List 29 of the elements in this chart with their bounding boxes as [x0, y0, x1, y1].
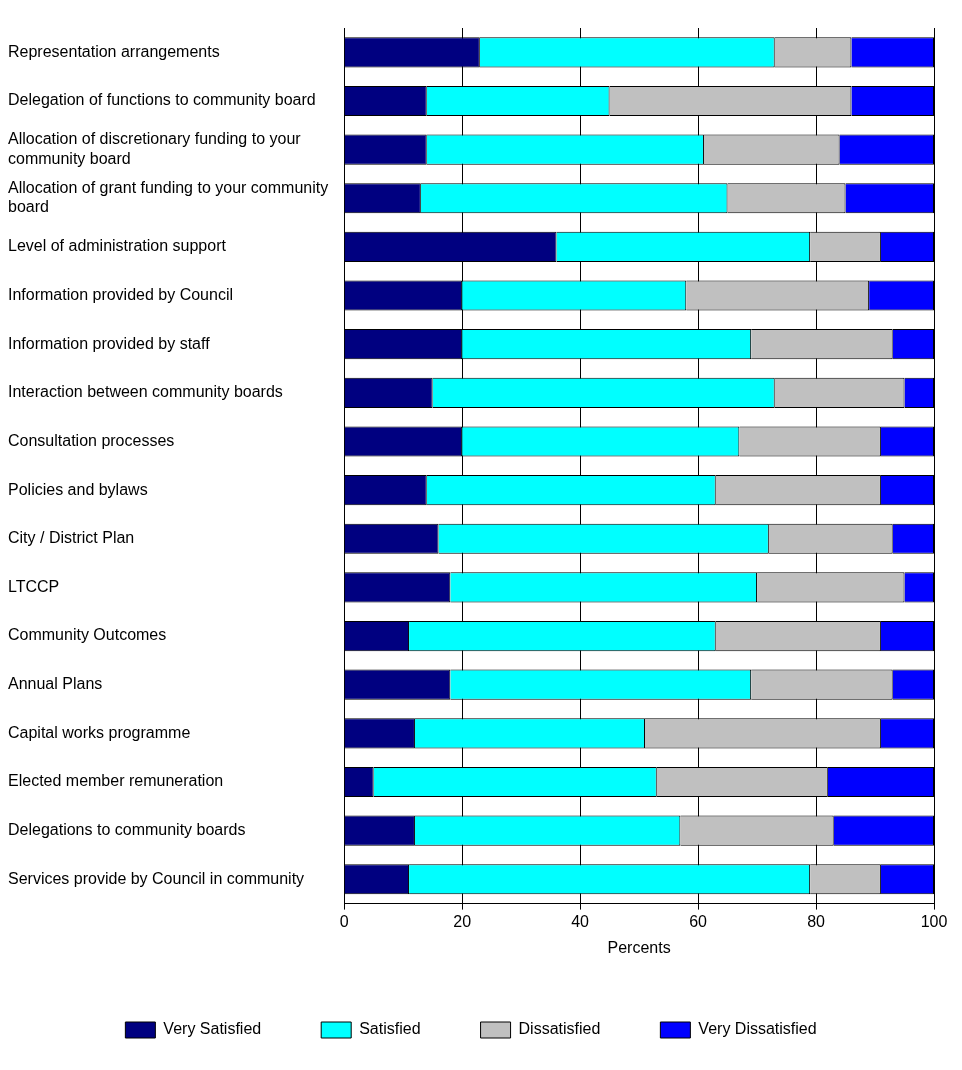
y-tick-label: Level of administration support — [8, 237, 227, 255]
y-tick-label: Capital works programme — [8, 723, 191, 741]
x-tick-label: 40 — [571, 912, 590, 930]
y-tick-label: Services provide by Council in community — [8, 869, 305, 887]
y-tick-label: LTCCP — [8, 577, 60, 595]
x-tick-label: 20 — [453, 912, 472, 930]
x-tick-label: 80 — [807, 912, 826, 930]
y-tick-label: Policies and bylaws — [8, 480, 148, 498]
y-tick-label: Representation arrangements — [8, 42, 220, 60]
y-tick-label: Allocation of grant funding to your community board — [8, 179, 329, 216]
y-tick-label: Information provided by Council — [8, 285, 234, 303]
y-tick-label: Delegation of functions to community board — [8, 91, 316, 109]
x-tick-label: 100 — [920, 912, 948, 930]
x-tick-label: 0 — [339, 912, 349, 930]
legend-label: Very Satisfied — [163, 1020, 262, 1038]
y-tick-label: Annual Plans — [8, 675, 103, 693]
y-tick-label: Elected member remuneration — [8, 772, 224, 790]
x-tick-label: 60 — [689, 912, 708, 930]
legend-label: Satisfied — [359, 1020, 421, 1038]
y-tick-label: Delegations to community boards — [8, 821, 246, 839]
y-tick-label: Interaction between community boards — [8, 383, 283, 401]
y-tick-label: City / District Plan — [8, 529, 135, 547]
y-tick-label: Consultation processes — [8, 431, 175, 449]
legend-label: Very Dissatisfied — [698, 1020, 817, 1038]
legend-label: Dissatisfied — [518, 1020, 601, 1038]
y-tick-label: Allocation of discretionary funding to your community board — [8, 130, 302, 167]
x-axis-title: Percents — [607, 938, 671, 956]
y-tick-label: Information provided by staff — [8, 334, 211, 352]
y-tick-label: Community Outcomes — [8, 626, 167, 644]
